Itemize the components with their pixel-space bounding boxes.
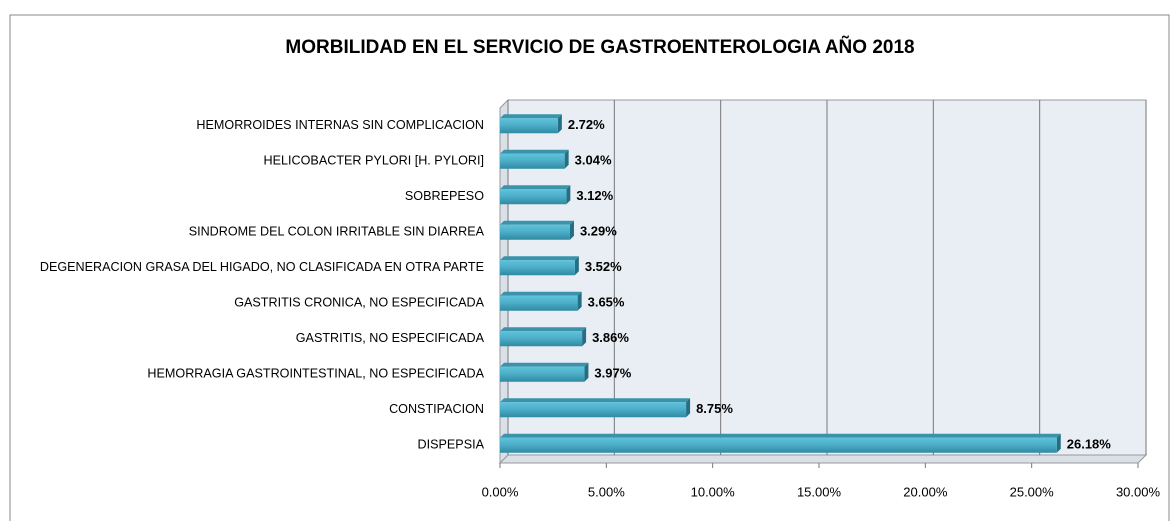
y-tick-label: SINDROME DEL COLON IRRITABLE SIN DIARREA [189, 225, 485, 239]
y-tick-label: HEMORROIDES INTERNAS SIN COMPLICACION [196, 118, 484, 132]
bar-top [500, 327, 587, 332]
y-tick-label: HELICOBACTER PYLORI [H. PYLORI] [264, 154, 484, 168]
y-tick-label: SOBREPESO [405, 189, 484, 203]
bar [500, 402, 687, 418]
bar [500, 153, 565, 169]
y-tick-label: DISPEPSIA [418, 438, 485, 452]
x-tick-label: 5.00% [588, 484, 625, 499]
value-label: 3.86% [592, 330, 629, 345]
value-label: 2.72% [568, 117, 605, 132]
x-tick-label: 30.00% [1116, 484, 1161, 499]
x-tick-label: 0.00% [482, 484, 519, 499]
value-label: 3.04% [575, 153, 612, 168]
value-label: 3.65% [588, 295, 625, 310]
bar-end [569, 220, 574, 240]
bar-top [500, 398, 691, 403]
x-tick-label: 10.00% [691, 484, 736, 499]
bar-top [500, 185, 571, 190]
value-label: 3.52% [585, 259, 622, 274]
value-label: 3.97% [594, 366, 631, 381]
bar-top [500, 256, 579, 261]
bar-end [577, 291, 582, 311]
bar [500, 437, 1057, 453]
bar-end [564, 149, 569, 169]
bar-top [500, 362, 589, 367]
y-tick-label: GASTRITIS, NO ESPECIFICADA [296, 331, 485, 345]
y-tick-label: HEMORRAGIA GASTROINTESTINAL, NO ESPECIFI… [147, 367, 484, 381]
bar [500, 295, 578, 311]
bar-end [1056, 433, 1061, 453]
y-tick-label: GASTRITIS CRONICA, NO ESPECIFICADA [234, 296, 484, 310]
bar-end [686, 398, 691, 418]
bar [500, 224, 570, 240]
value-label: 3.12% [576, 188, 613, 203]
x-tick-label: 20.00% [903, 484, 948, 499]
bar-end [566, 185, 571, 205]
bar [500, 331, 583, 347]
y-tick-label: DEGENERACION GRASA DEL HIGADO, NO CLASIF… [40, 260, 484, 274]
bar-end [582, 327, 587, 347]
bar-top [500, 149, 569, 154]
chart-title: MORBILIDAD EN EL SERVICIO DE GASTROENTER… [285, 36, 914, 58]
bar-end [584, 362, 589, 382]
value-label: 8.75% [696, 401, 733, 416]
bar [500, 260, 575, 276]
plot-floor [498, 454, 1148, 464]
bar-top [500, 433, 1061, 438]
x-tick-label: 25.00% [1010, 484, 1055, 499]
bar-end [557, 114, 562, 134]
bar-top [500, 114, 562, 119]
bar [500, 189, 567, 205]
bar-top [500, 291, 582, 296]
bar [500, 366, 585, 382]
value-label: 26.18% [1067, 437, 1112, 452]
bar [500, 118, 558, 134]
bar-end [574, 256, 579, 276]
x-tick-label: 15.00% [797, 484, 842, 499]
value-label: 3.29% [580, 224, 617, 239]
bar-top [500, 220, 574, 225]
y-tick-label: CONSTIPACION [389, 402, 484, 416]
